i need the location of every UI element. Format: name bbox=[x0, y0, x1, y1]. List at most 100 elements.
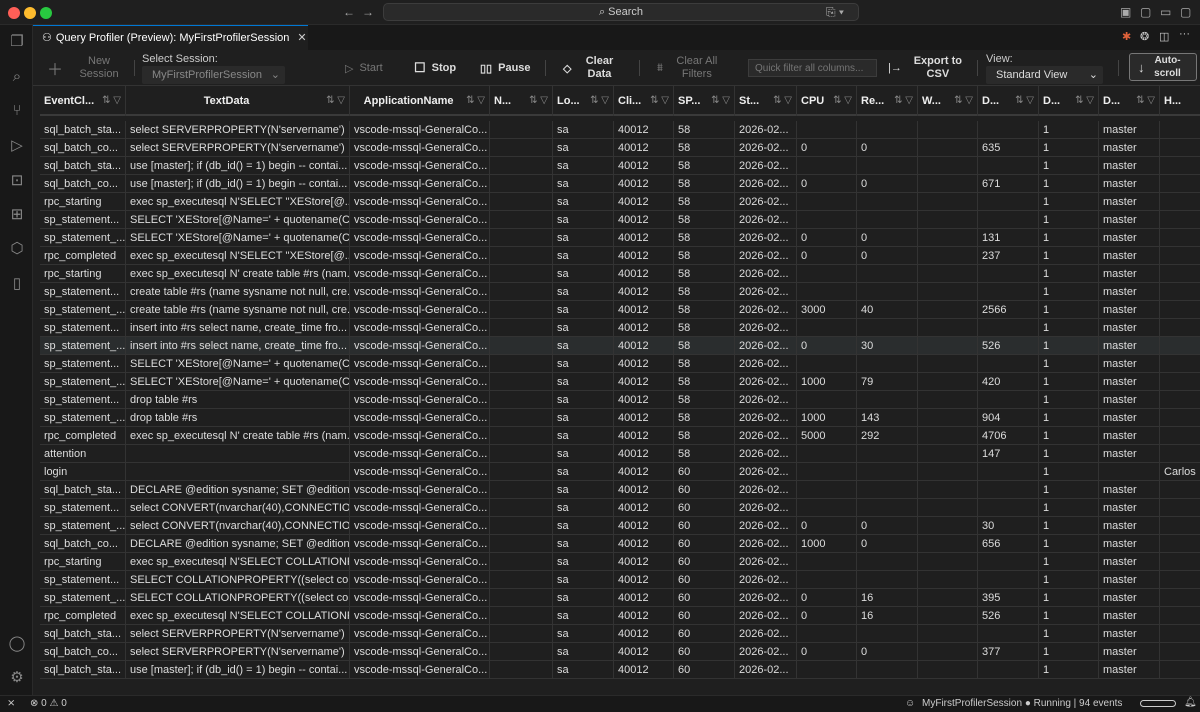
table-cell[interactable]: sql_batch_sta... bbox=[40, 661, 126, 679]
table-cell[interactable]: attention bbox=[40, 445, 126, 463]
table-row[interactable]: sql_batch_sta... select SERVERPROPERTY(N'… bbox=[40, 625, 1200, 643]
table-cell[interactable] bbox=[857, 121, 918, 139]
table-cell[interactable]: 1 bbox=[1039, 553, 1099, 571]
table-cell[interactable]: 4706 bbox=[978, 427, 1039, 445]
table-cell[interactable]: 58 bbox=[674, 409, 735, 427]
table-cell[interactable] bbox=[918, 283, 978, 301]
table-cell[interactable] bbox=[918, 247, 978, 265]
table-cell[interactable]: sa bbox=[553, 625, 614, 643]
table-cell[interactable]: 1 bbox=[1039, 571, 1099, 589]
table-cell[interactable]: 2026-02... bbox=[735, 247, 797, 265]
table-cell[interactable] bbox=[797, 391, 857, 409]
table-cell[interactable]: 2026-02... bbox=[735, 193, 797, 211]
table-cell[interactable]: 0 bbox=[797, 247, 857, 265]
table-cell[interactable]: master bbox=[1099, 607, 1160, 625]
table-cell[interactable] bbox=[918, 175, 978, 193]
table-cell[interactable]: sp_statement_... bbox=[40, 517, 126, 535]
table-cell[interactable]: 40012 bbox=[614, 139, 674, 157]
table-cell[interactable] bbox=[797, 211, 857, 229]
table-cell[interactable] bbox=[1160, 229, 1200, 247]
extensions-icon[interactable]: ⊞ bbox=[10, 206, 24, 223]
table-cell[interactable]: sa bbox=[553, 139, 614, 157]
table-cell[interactable]: 2026-02... bbox=[735, 283, 797, 301]
table-cell[interactable]: 58 bbox=[674, 247, 735, 265]
table-cell[interactable]: sp_statement... bbox=[40, 355, 126, 373]
table-row[interactable]: sp_statement_... create table #rs (name s… bbox=[40, 301, 1200, 319]
table-cell[interactable]: 1 bbox=[1039, 445, 1099, 463]
table-cell[interactable]: sa bbox=[553, 445, 614, 463]
filter-icon[interactable]: ▽ bbox=[784, 95, 792, 106]
table-cell[interactable]: 1 bbox=[1039, 301, 1099, 319]
table-cell[interactable] bbox=[918, 391, 978, 409]
column-header[interactable]: EventCl... ⇅ ▽ bbox=[40, 86, 126, 116]
source-control-icon[interactable]: ⑂ bbox=[12, 102, 22, 119]
table-cell[interactable]: 1 bbox=[1039, 589, 1099, 607]
table-cell[interactable]: 2026-02... bbox=[735, 409, 797, 427]
table-cell[interactable] bbox=[918, 265, 978, 283]
table-cell[interactable]: 0 bbox=[797, 139, 857, 157]
table-cell[interactable]: sa bbox=[553, 553, 614, 571]
table-cell[interactable]: 2026-02... bbox=[735, 625, 797, 643]
table-cell[interactable] bbox=[797, 355, 857, 373]
table-cell[interactable]: master bbox=[1099, 139, 1160, 157]
table-cell[interactable] bbox=[918, 535, 978, 553]
table-cell[interactable]: 2026-02... bbox=[735, 211, 797, 229]
table-row[interactable]: sp_statement_... drop table #rs vscode-mss… bbox=[40, 409, 1200, 427]
table-cell[interactable]: 2026-02... bbox=[735, 265, 797, 283]
table-cell[interactable] bbox=[857, 499, 918, 517]
table-cell[interactable]: 60 bbox=[674, 553, 735, 571]
start-button[interactable]: ▷ Start bbox=[345, 62, 383, 75]
table-cell[interactable] bbox=[918, 589, 978, 607]
table-cell[interactable]: 2026-02... bbox=[735, 373, 797, 391]
table-cell[interactable]: sa bbox=[553, 571, 614, 589]
table-row[interactable]: sp_statement... SELECT 'XEStore[@Name=' +… bbox=[40, 355, 1200, 373]
table-cell[interactable]: SELECT COLLATIONPROPERTY((select coll... bbox=[126, 571, 350, 589]
table-cell[interactable]: 1 bbox=[1039, 373, 1099, 391]
table-cell[interactable]: master bbox=[1099, 121, 1160, 139]
table-cell[interactable]: 58 bbox=[674, 229, 735, 247]
sort-icon[interactable]: ⇅ bbox=[466, 95, 475, 106]
table-cell[interactable] bbox=[490, 175, 553, 193]
table-cell[interactable]: 2026-02... bbox=[735, 571, 797, 589]
table-cell[interactable]: 2026-02... bbox=[735, 121, 797, 139]
pause-button[interactable]: ▯▯ Pause bbox=[480, 62, 531, 75]
sort-icon[interactable]: ⇅ bbox=[954, 95, 963, 106]
table-cell[interactable]: 0 bbox=[857, 175, 918, 193]
table-cell[interactable]: 60 bbox=[674, 463, 735, 481]
table-cell[interactable]: 40012 bbox=[614, 625, 674, 643]
table-cell[interactable]: 40012 bbox=[614, 283, 674, 301]
table-cell[interactable]: 2026-02... bbox=[735, 463, 797, 481]
table-row[interactable]: rpc_completed exec sp_executesql N'SELECT… bbox=[40, 247, 1200, 265]
table-cell[interactable] bbox=[1160, 301, 1200, 319]
table-cell[interactable]: SELECT 'XEStore[@Name=' + quotename(C... bbox=[126, 229, 350, 247]
table-cell[interactable]: 60 bbox=[674, 625, 735, 643]
table-cell[interactable] bbox=[978, 661, 1039, 679]
table-cell[interactable]: insert into #rs select name, create_time… bbox=[126, 319, 350, 337]
table-row[interactable]: rpc_starting exec sp_executesql N'SELECT … bbox=[40, 193, 1200, 211]
table-cell[interactable]: exec sp_executesql N'SELECT ''XEStore[@.… bbox=[126, 193, 350, 211]
table-cell[interactable]: 60 bbox=[674, 499, 735, 517]
table-row[interactable]: rpc_starting exec sp_executesql N'SELECT … bbox=[40, 553, 1200, 571]
table-cell[interactable]: master bbox=[1099, 247, 1160, 265]
table-cell[interactable]: master bbox=[1099, 391, 1160, 409]
table-cell[interactable]: 30 bbox=[857, 337, 918, 355]
sort-icon[interactable]: ⇅ bbox=[711, 95, 720, 106]
table-cell[interactable] bbox=[857, 625, 918, 643]
table-cell[interactable]: sa bbox=[553, 121, 614, 139]
table-cell[interactable]: DECLARE @edition sysname; SET @edition .… bbox=[126, 535, 350, 553]
clear-all-filters-button[interactable]: ⩩ Clear All Filters bbox=[657, 55, 718, 80]
table-cell[interactable] bbox=[490, 409, 553, 427]
table-cell[interactable]: rpc_starting bbox=[40, 265, 126, 283]
table-cell[interactable] bbox=[978, 283, 1039, 301]
table-cell[interactable]: 60 bbox=[674, 607, 735, 625]
table-cell[interactable]: vscode-mssql-GeneralCo... bbox=[350, 301, 490, 319]
sort-icon[interactable]: ⇅ bbox=[1136, 95, 1145, 106]
table-cell[interactable]: vscode-mssql-GeneralCo... bbox=[350, 247, 490, 265]
table-cell[interactable]: 1 bbox=[1039, 157, 1099, 175]
table-cell[interactable]: sa bbox=[553, 193, 614, 211]
table-cell[interactable]: sql_batch_co... bbox=[40, 175, 126, 193]
table-cell[interactable] bbox=[490, 211, 553, 229]
table-cell[interactable]: sa bbox=[553, 247, 614, 265]
search-icon[interactable]: ⌕ bbox=[12, 68, 22, 85]
table-cell[interactable]: 0 bbox=[857, 643, 918, 661]
